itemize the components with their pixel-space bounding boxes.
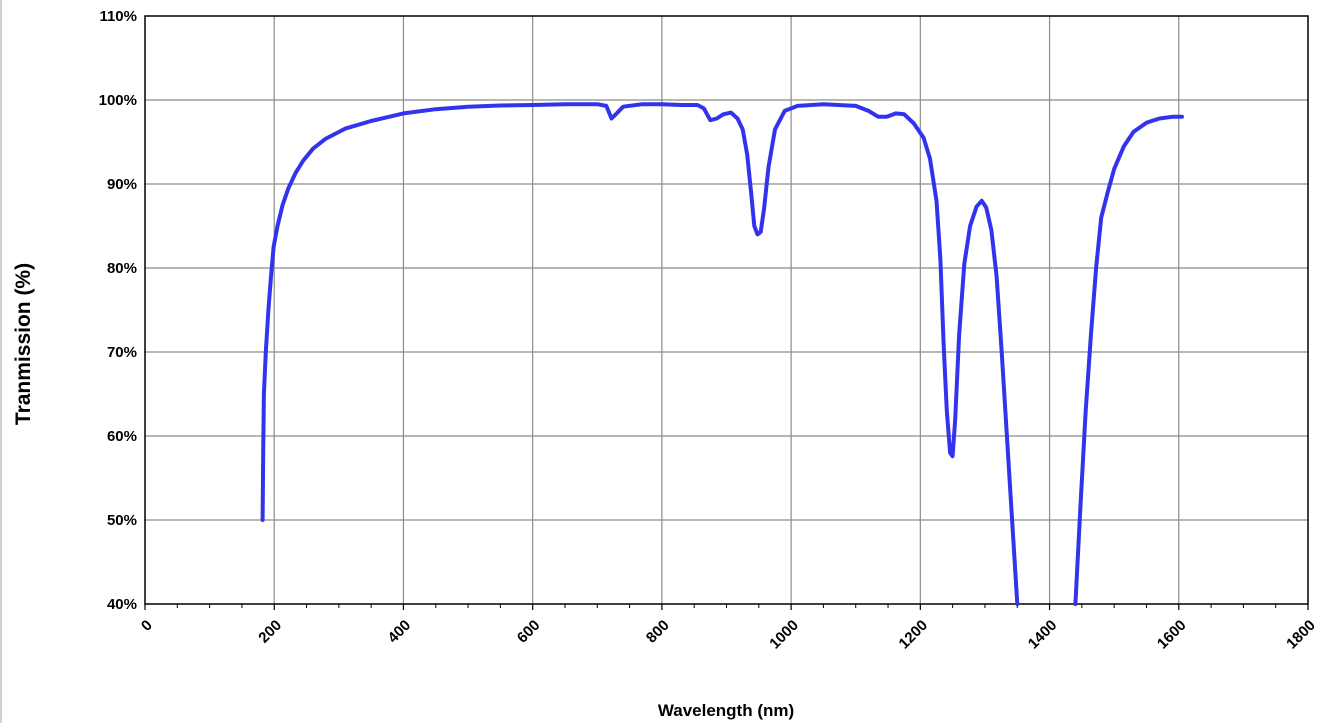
x-tick-label: 1400 [1025,617,1061,653]
transmission-series-line [260,102,1020,606]
window-edge [0,0,2,723]
x-tick-label: 200 [255,617,285,647]
x-axis-title: Wavelength (nm) [658,701,794,720]
x-tick-label: 1600 [1154,617,1190,653]
y-tick-label: 60% [107,428,137,445]
y-tick-label: 50% [107,512,137,529]
tick-labels: 40% 50% 60% 70% 80% 90% 100% 110% 0 200 400 600 800 1… [99,8,1319,652]
x-tick-label: 1000 [766,617,802,653]
axis-ticks [144,604,1309,610]
y-tick-label: 80% [107,260,137,277]
y-tick-label: 90% [107,176,137,193]
y-tick-label: 40% [107,596,137,613]
x-tick-label: 1800 [1283,617,1319,653]
x-tick-label: 600 [514,617,544,647]
x-tick-label: 800 [643,617,673,647]
y-axis-title: Tranmission (%) [12,263,35,425]
grid-lines [145,16,1308,604]
y-tick-label: 70% [107,344,137,361]
x-tick-label: 400 [385,617,415,647]
transmission-series-line [1073,114,1184,606]
series-layer [260,102,1184,606]
y-tick-label: 110% [99,8,137,25]
plot-area-frame [144,15,1309,605]
x-tick-label: 1200 [896,617,932,653]
x-tick-label: 0 [138,617,156,635]
y-tick-label: 100% [99,92,137,109]
